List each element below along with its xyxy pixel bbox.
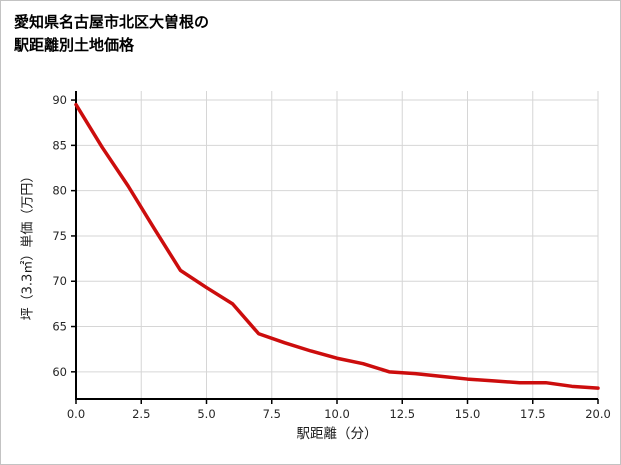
x-axis-label: 駅距離（分） <box>296 426 378 442</box>
chart-title: 愛知県名古屋市北区大曽根の 駅距離別土地価格 <box>14 11 209 56</box>
y-tick-label: 60 <box>52 365 67 379</box>
x-tick-label: 0.0 <box>67 407 85 421</box>
x-tick-label: 17.5 <box>520 407 546 421</box>
x-tick-label: 20.0 <box>585 407 611 421</box>
y-tick-label: 70 <box>52 274 67 288</box>
x-tick-label: 12.5 <box>389 407 415 421</box>
chart-title-line1: 愛知県名古屋市北区大曽根の <box>14 13 210 31</box>
x-tick-label: 5.0 <box>197 407 215 421</box>
price-line-series <box>74 102 600 390</box>
chart-title-line2: 駅距離別土地価格 <box>14 35 135 54</box>
x-tick-label: 2.5 <box>132 407 150 421</box>
x-tick-label: 10.0 <box>324 407 350 421</box>
y-tick-label: 75 <box>52 229 67 243</box>
y-axis-label: 坪（3.3㎡）単価（万円） <box>20 169 36 321</box>
x-tick-label: 15.0 <box>455 407 481 421</box>
y-tick-label: 65 <box>52 320 67 334</box>
x-tick-label: 7.5 <box>263 407 281 421</box>
y-tick-label: 80 <box>52 184 67 198</box>
y-tick-label: 85 <box>52 138 67 152</box>
y-tick-label: 90 <box>52 93 67 107</box>
